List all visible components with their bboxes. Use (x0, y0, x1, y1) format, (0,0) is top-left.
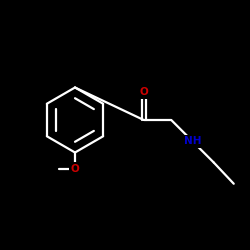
Text: O: O (71, 164, 80, 174)
Text: O: O (140, 87, 148, 97)
Text: NH: NH (184, 136, 201, 146)
